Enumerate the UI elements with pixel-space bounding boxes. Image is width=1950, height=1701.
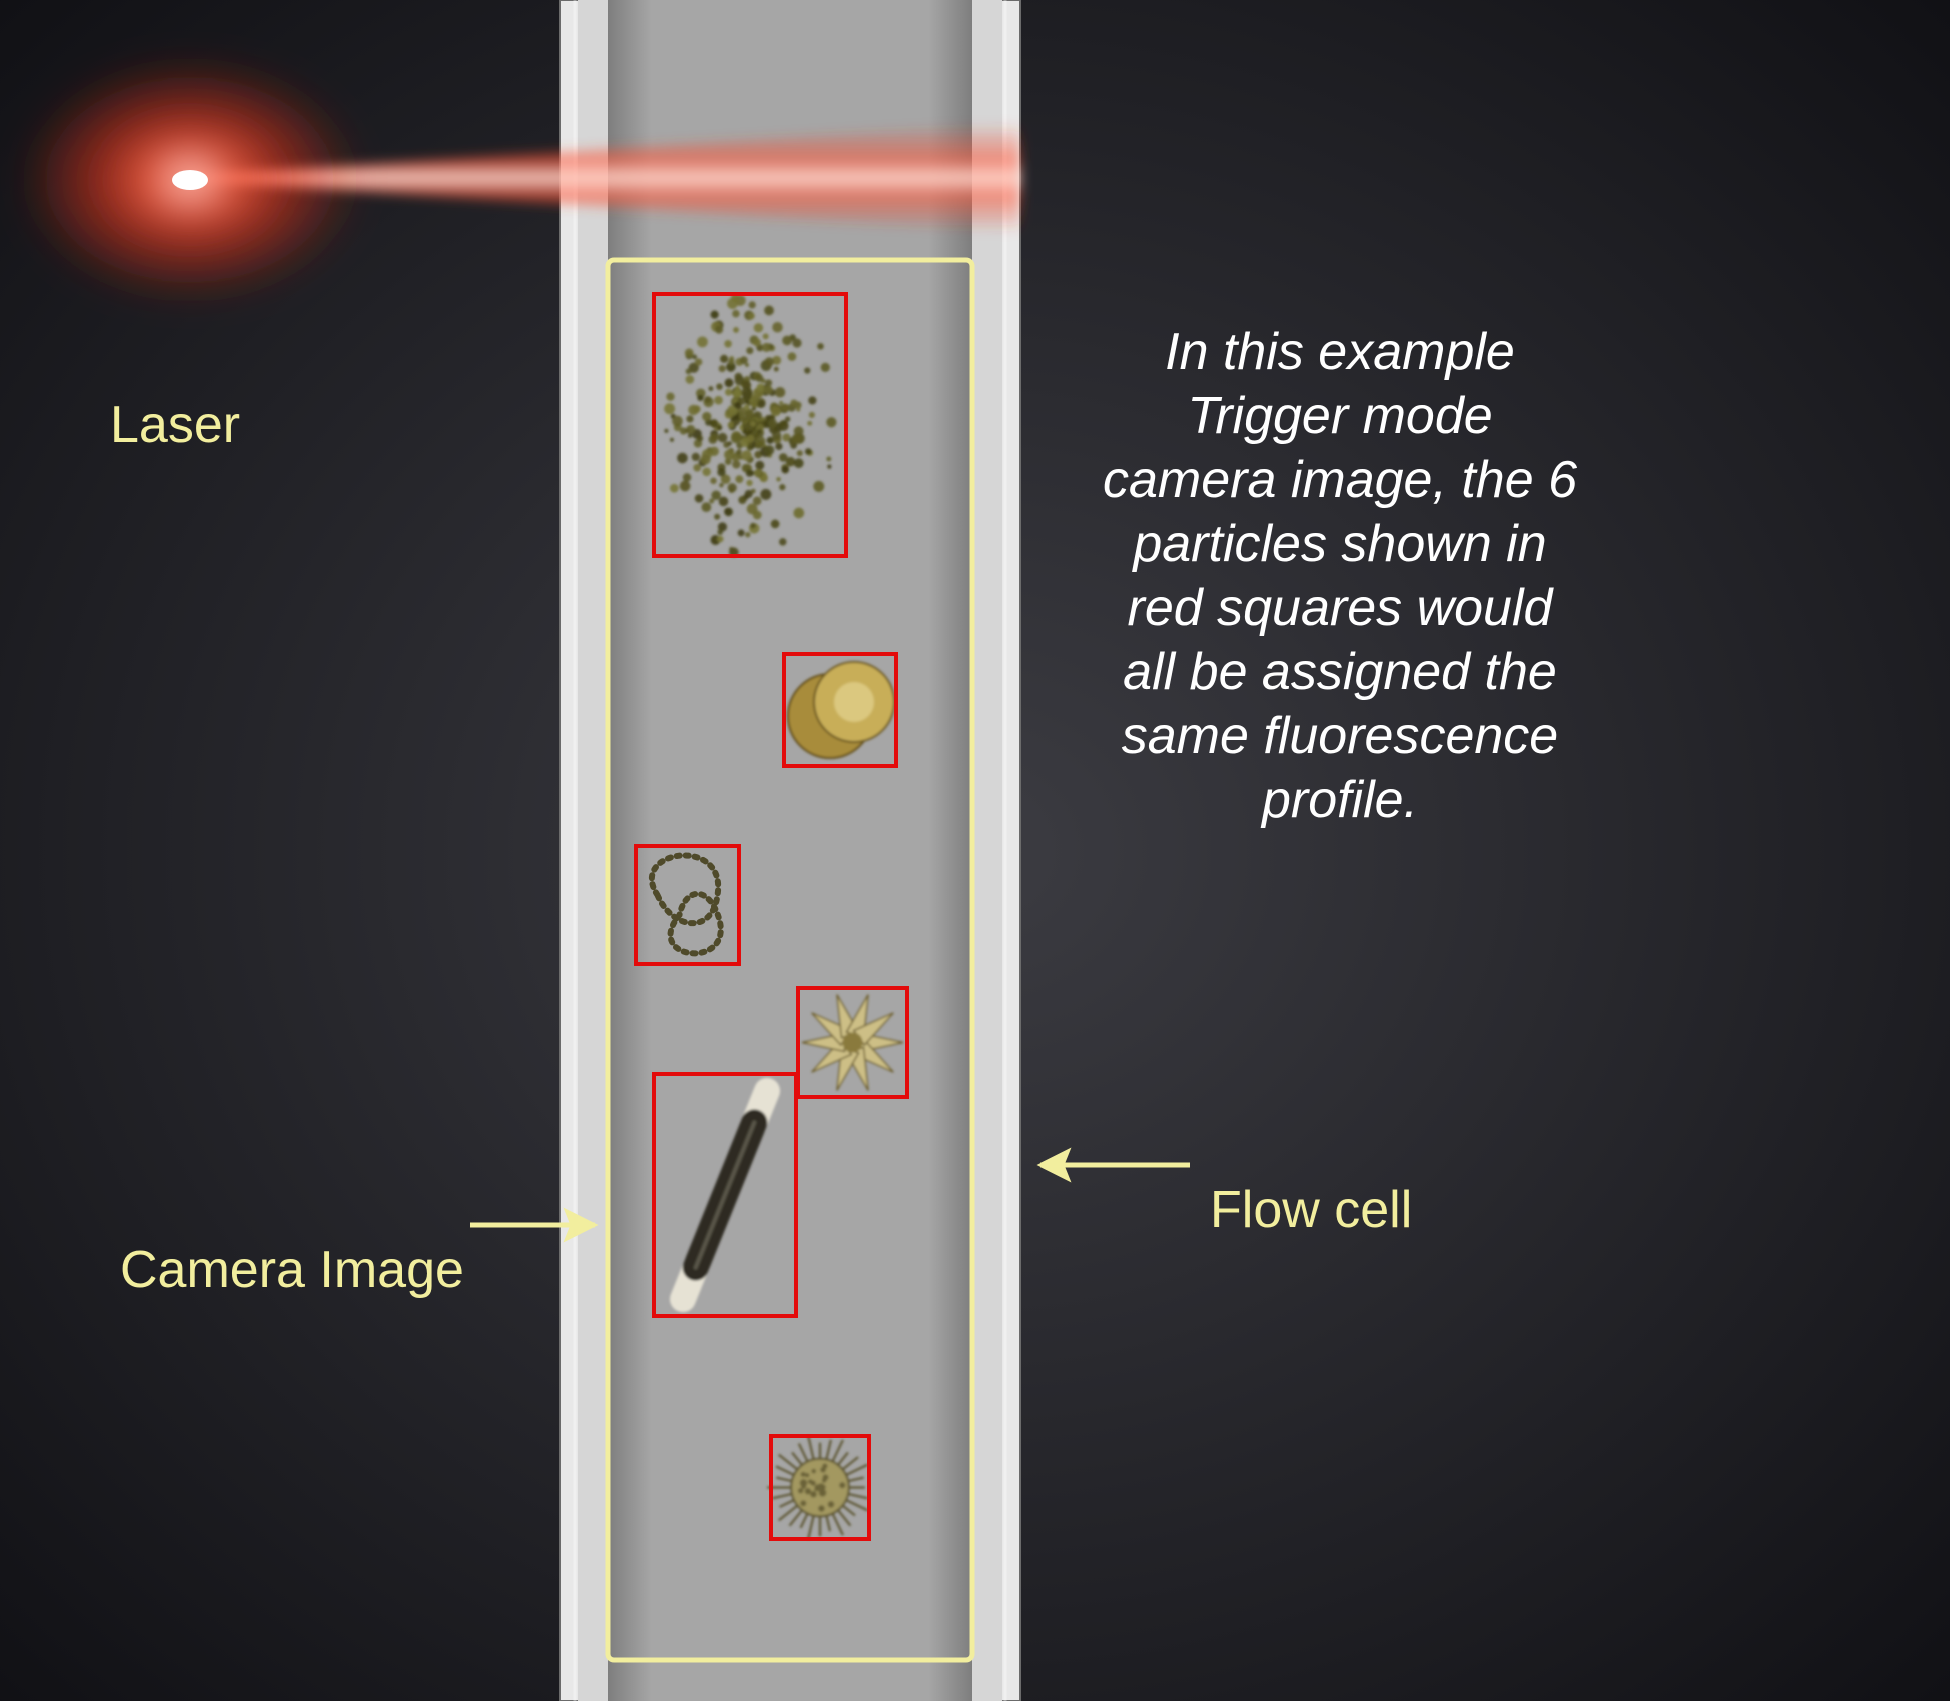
diagram-svg bbox=[0, 0, 1950, 1701]
flow-cell bbox=[560, 0, 1020, 1701]
flow-cell-channel bbox=[608, 0, 972, 1701]
label-laser: Laser bbox=[110, 395, 240, 455]
description-text: In this example Trigger mode camera imag… bbox=[1100, 320, 1580, 832]
label-camera-image: Camera Image bbox=[120, 1240, 464, 1300]
label-flow-cell: Flow cell bbox=[1210, 1180, 1412, 1240]
